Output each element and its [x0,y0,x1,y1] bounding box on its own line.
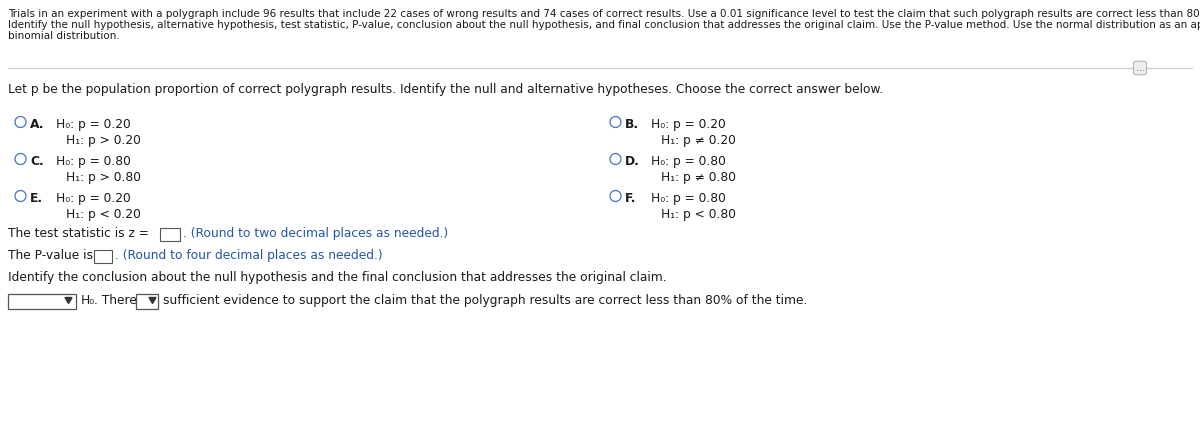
Text: H₀: p = 0.20: H₀: p = 0.20 [56,192,131,205]
FancyBboxPatch shape [160,228,180,241]
Text: B.: B. [625,118,640,131]
Text: H₀: p = 0.20: H₀: p = 0.20 [56,118,131,131]
Polygon shape [65,297,72,303]
Text: ...: ... [1135,63,1145,72]
FancyBboxPatch shape [94,250,112,263]
Text: . (Round to two decimal places as needed.): . (Round to two decimal places as needed… [182,227,449,240]
Text: A.: A. [30,118,44,131]
Text: F.: F. [625,192,636,205]
Text: E.: E. [30,192,43,205]
Text: H₁: p < 0.20: H₁: p < 0.20 [66,208,140,221]
Text: H₀: p = 0.80: H₀: p = 0.80 [650,192,726,205]
Text: Let p be the population proportion of correct polygraph results. Identify the nu: Let p be the population proportion of co… [8,83,883,96]
Text: H₀: p = 0.80: H₀: p = 0.80 [56,155,131,168]
Text: H₀: p = 0.80: H₀: p = 0.80 [650,155,726,168]
Text: Identify the null hypothesis, alternative hypothesis, test statistic, P-value, c: Identify the null hypothesis, alternativ… [8,20,1200,30]
FancyBboxPatch shape [8,294,76,308]
FancyBboxPatch shape [136,294,158,308]
Text: Trials in an experiment with a polygraph include 96 results that include 22 case: Trials in an experiment with a polygraph… [8,9,1200,19]
Polygon shape [149,297,156,303]
Text: H₁: p > 0.80: H₁: p > 0.80 [66,171,142,184]
Text: . (Round to four decimal places as needed.): . (Round to four decimal places as neede… [115,249,383,262]
Text: H₁: p > 0.20: H₁: p > 0.20 [66,134,140,147]
Text: H₁: p ≠ 0.20: H₁: p ≠ 0.20 [661,134,736,147]
Text: Identify the conclusion about the null hypothesis and the final conclusion that : Identify the conclusion about the null h… [8,271,667,284]
Text: H₁: p < 0.80: H₁: p < 0.80 [661,208,736,221]
Text: C.: C. [30,155,43,168]
Text: . There: . There [94,294,137,307]
Text: H₀: p = 0.20: H₀: p = 0.20 [650,118,726,131]
Text: H₁: p ≠ 0.80: H₁: p ≠ 0.80 [661,171,736,184]
Text: sufficient evidence to support the claim that the polygraph results are correct : sufficient evidence to support the claim… [163,294,808,307]
Text: binomial distribution.: binomial distribution. [8,31,120,41]
Text: H₀: H₀ [82,294,95,307]
Text: D.: D. [625,155,640,168]
Text: The test statistic is z =: The test statistic is z = [8,227,149,240]
Text: The P-value is: The P-value is [8,249,94,262]
